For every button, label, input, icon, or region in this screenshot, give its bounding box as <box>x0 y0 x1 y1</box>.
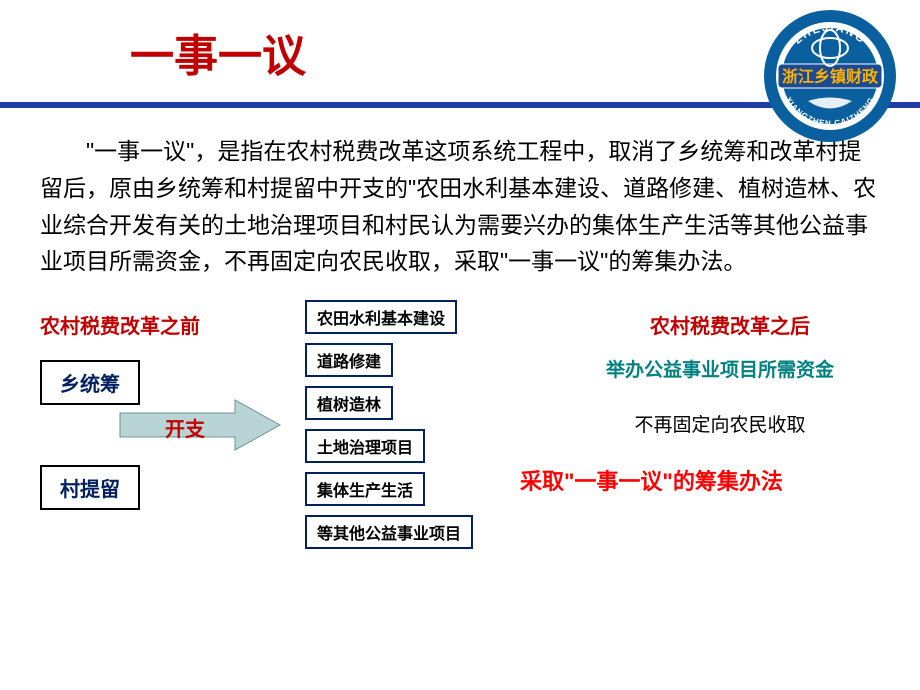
after-header: 农村税费改革之后 <box>650 310 810 339</box>
right-line-1: 举办公益事业项目所需资金 <box>560 355 880 382</box>
mid-box-5: 等其他公益事业项目 <box>305 515 473 549</box>
mid-box-0: 农田水利基本建设 <box>305 300 457 334</box>
arrow-label: 开支 <box>165 413 205 442</box>
mid-box-1: 道路修建 <box>305 343 393 377</box>
right-line-2: 不再固定向农民收取 <box>560 410 880 437</box>
left-boxes: 乡统筹 村提留 <box>40 360 140 570</box>
logo-badge: ZHEJIANG XIANGZHEN CAIZHENG 浙江乡镇财政 <box>760 6 900 146</box>
right-line-3: 采取"一事一议"的筹集办法 <box>520 465 880 498</box>
mid-boxes: 农田水利基本建设 道路修建 植树造林 土地治理项目 集体生产生活 等其他公益事业… <box>305 300 473 558</box>
mid-box-4: 集体生产生活 <box>305 472 425 506</box>
left-box-1: 村提留 <box>40 465 140 510</box>
arrow: 开支 <box>115 395 285 455</box>
svg-text:浙江乡镇财政: 浙江乡镇财政 <box>782 67 879 86</box>
before-header: 农村税费改革之前 <box>40 310 200 339</box>
mid-box-3: 土地治理项目 <box>305 429 425 463</box>
mid-box-2: 植树造林 <box>305 386 393 420</box>
right-column: 举办公益事业项目所需资金 不再固定向农民收取 采取"一事一议"的筹集办法 <box>560 355 880 498</box>
diagram-area: 农村税费改革之前 农村税费改革之后 乡统筹 村提留 开支 农田水利基本建设 道路… <box>0 300 920 600</box>
